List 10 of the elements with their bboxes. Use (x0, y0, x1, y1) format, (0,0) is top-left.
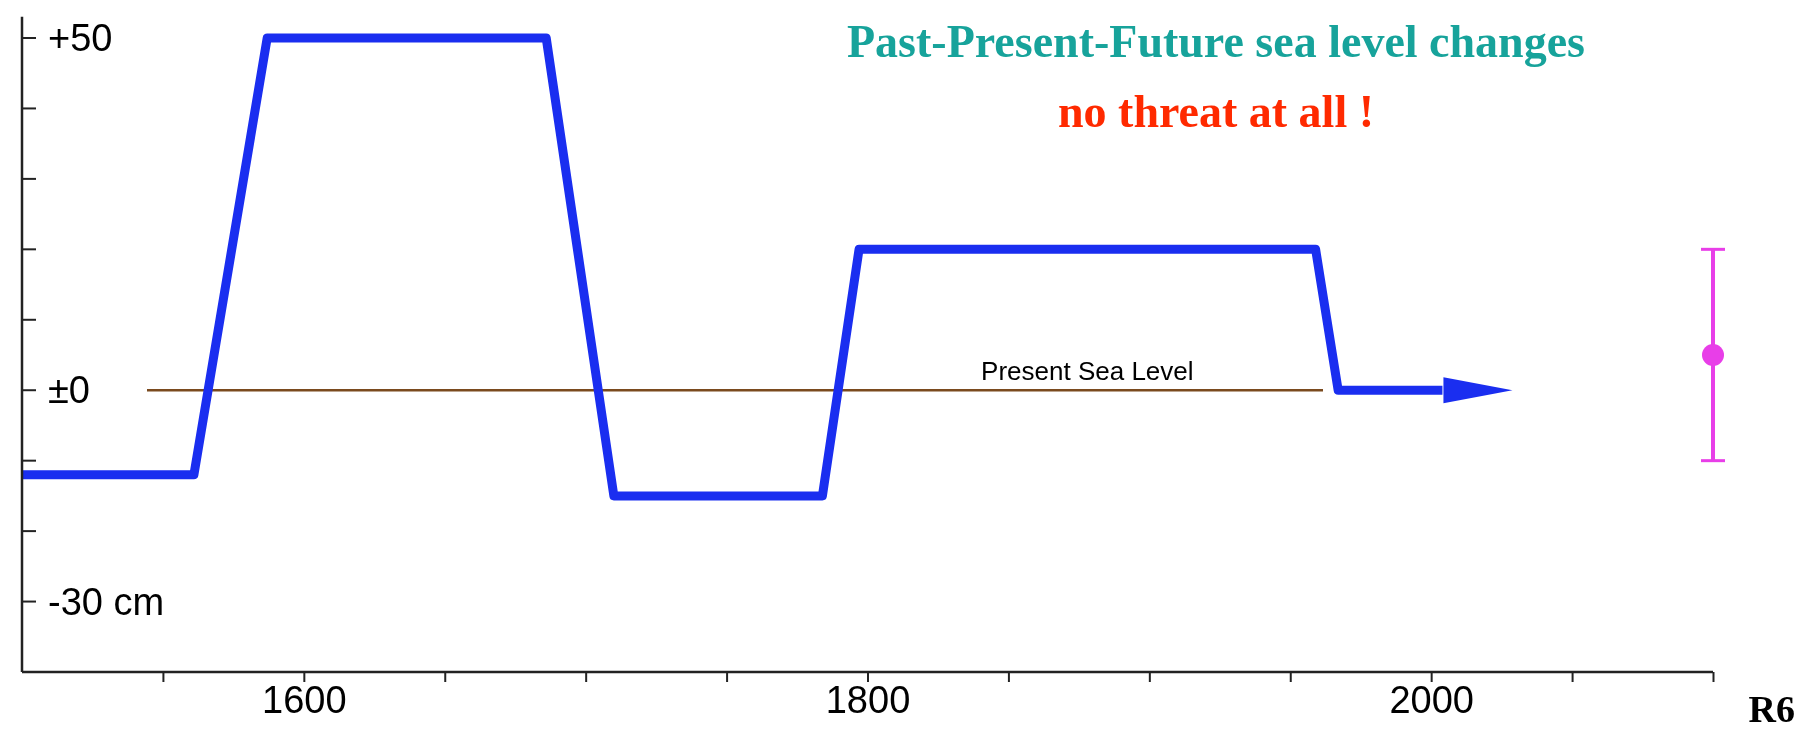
y-tick-label: -30 cm (48, 580, 165, 623)
text: R6 (1748, 688, 1795, 730)
text: no threat at all ! (1057, 86, 1375, 137)
x-tick-label: 2000 (1389, 678, 1474, 721)
chart-title: Past-Present-Future sea level changes (847, 16, 1585, 67)
y-tick-label: +50 (48, 17, 113, 59)
y-tick-label: ±0 (48, 369, 90, 412)
ref-line-label: Present Sea Level (981, 356, 1194, 387)
x-tick-label: 1600 (262, 678, 347, 721)
x-tick-label: 1800 (825, 678, 911, 721)
